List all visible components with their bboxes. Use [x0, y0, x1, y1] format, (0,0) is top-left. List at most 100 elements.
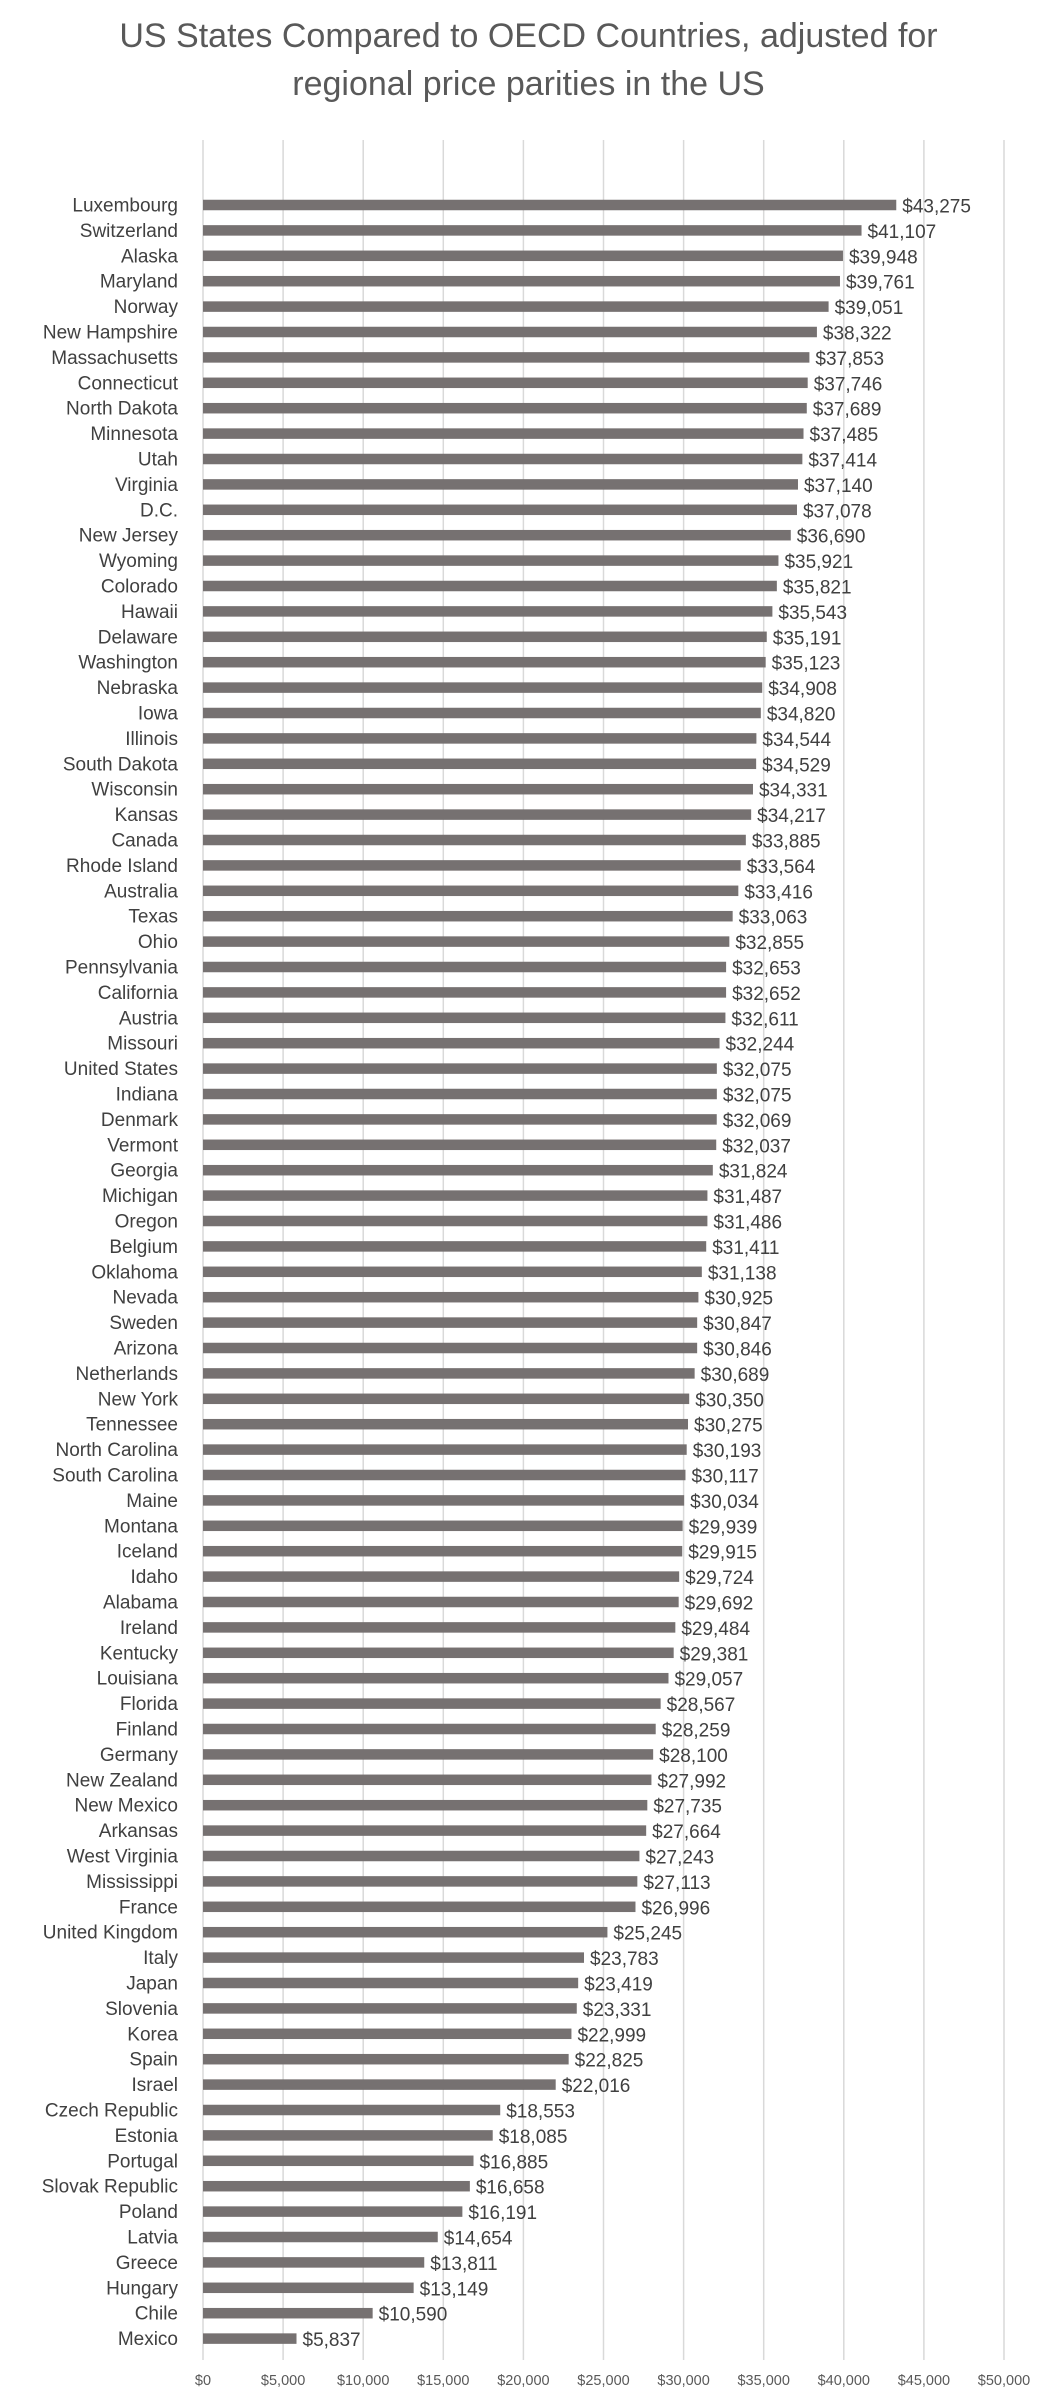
- category-label: Virginia: [115, 475, 178, 496]
- data-label: $16,658: [476, 2178, 545, 2199]
- bar: [203, 225, 862, 236]
- bar: [203, 2104, 501, 2116]
- bar: [203, 707, 761, 719]
- category-label: Ireland: [120, 1618, 178, 1639]
- data-label: $23,783: [590, 1949, 659, 1970]
- data-label: $23,419: [584, 1975, 653, 1996]
- bar: [203, 555, 779, 566]
- category-label: Australia: [104, 881, 178, 902]
- bar: [203, 2180, 470, 2192]
- category-label: Slovak Republic: [42, 2177, 178, 2198]
- data-label: $29,484: [681, 1619, 750, 1640]
- data-label: $32,075: [723, 1086, 792, 1107]
- bar: [203, 580, 777, 592]
- bar: [203, 1063, 717, 1074]
- x-axis-tick-labels: $0 $5,000 $10,000 $15,000 $20,000 $25,000 $30,…: [195, 2373, 1030, 2389]
- data-label: $33,885: [752, 832, 821, 853]
- chart-title: US States Compared to OECD Countries, ad…: [0, 12, 1057, 108]
- bar: [203, 1926, 608, 1938]
- category-label: Canada: [111, 831, 178, 852]
- bar: [203, 936, 730, 947]
- data-label: $41,107: [868, 222, 937, 243]
- category-label: New Mexico: [75, 1796, 178, 1817]
- category-label: France: [119, 1897, 178, 1918]
- bar: [203, 428, 804, 439]
- data-label: $39,051: [835, 298, 904, 319]
- category-label: North Dakota: [66, 399, 178, 420]
- bar: [203, 1647, 674, 1659]
- data-label: $30,034: [690, 1492, 759, 1513]
- data-label: $35,821: [783, 578, 852, 599]
- category-label: Indiana: [116, 1085, 179, 1106]
- data-label: $33,416: [744, 882, 813, 903]
- category-label: Czech Republic: [45, 2101, 178, 2122]
- data-label: $27,992: [657, 1771, 726, 1792]
- bar: [203, 1164, 713, 1176]
- bar: [203, 733, 757, 744]
- bar: [203, 631, 767, 643]
- category-label: South Dakota: [63, 754, 179, 775]
- bar: [203, 2333, 297, 2344]
- bar: [203, 809, 752, 820]
- data-label: $33,564: [747, 857, 816, 878]
- category-label: Ohio: [138, 932, 178, 953]
- bar: [203, 1799, 648, 1811]
- x-tick-label: $0: [195, 2373, 211, 2389]
- category-label: Colorado: [101, 577, 178, 598]
- data-label: $32,611: [731, 1009, 798, 1030]
- category-label: Iceland: [117, 1542, 178, 1563]
- category-label: Hungary: [106, 2278, 178, 2299]
- category-label: Norway: [114, 297, 179, 318]
- bar: [203, 1596, 679, 1608]
- data-label: $29,724: [685, 1568, 754, 1589]
- category-label: West Virginia: [67, 1847, 179, 1868]
- category-label: Utah: [138, 450, 178, 471]
- bar: [203, 250, 843, 262]
- bar: [203, 1444, 687, 1455]
- category-label: Alaska: [121, 246, 178, 267]
- data-label: $35,543: [778, 603, 847, 624]
- category-label: Kentucky: [100, 1643, 179, 1664]
- category-labels: Luxembourg Switzerland Alaska Maryland Norwa…: [42, 196, 179, 2351]
- category-label: United States: [64, 1059, 178, 1080]
- data-label: $31,824: [719, 1162, 788, 1183]
- bar: [203, 1825, 647, 1836]
- bar: [203, 1672, 669, 1684]
- data-label: $13,811: [430, 2254, 497, 2275]
- bar: [203, 1901, 636, 1913]
- category-label: Washington: [78, 653, 178, 674]
- category-label: Oklahoma: [91, 1262, 178, 1283]
- data-label: $30,847: [703, 1314, 772, 1335]
- category-label: Mexico: [118, 2329, 178, 2350]
- category-label: Kansas: [115, 805, 178, 826]
- category-label: Nebraska: [97, 678, 179, 699]
- bar: [203, 2028, 572, 2040]
- data-label: $22,825: [575, 2051, 644, 2072]
- data-label: $22,016: [562, 2076, 631, 2097]
- category-label: Austria: [119, 1008, 179, 1029]
- category-label: Massachusetts: [51, 348, 178, 369]
- category-label: Germany: [100, 1745, 179, 1766]
- category-label: South Carolina: [52, 1466, 178, 1487]
- bar: [203, 860, 741, 871]
- data-label: $29,939: [689, 1517, 758, 1538]
- category-label: Wisconsin: [91, 780, 178, 801]
- x-tick-label: $50,000: [978, 2373, 1030, 2389]
- data-label: $5,837: [303, 2330, 361, 2351]
- data-label: $35,123: [772, 654, 841, 675]
- data-label: $31,138: [708, 1263, 777, 1284]
- x-tick-label: $40,000: [818, 2373, 870, 2389]
- bar: [203, 301, 829, 312]
- data-label: $37,689: [813, 400, 882, 421]
- bar: [203, 1545, 683, 1557]
- category-label: Hawaii: [121, 602, 178, 623]
- bar: [203, 1342, 698, 1354]
- bar: [203, 2231, 438, 2243]
- data-label: $36,690: [797, 527, 866, 548]
- data-label: $37,140: [804, 476, 873, 497]
- data-label: $18,553: [506, 2102, 575, 2123]
- data-label: $43,275: [902, 197, 971, 218]
- category-label: Israel: [132, 2075, 178, 2096]
- category-label: Rhode Island: [66, 856, 178, 877]
